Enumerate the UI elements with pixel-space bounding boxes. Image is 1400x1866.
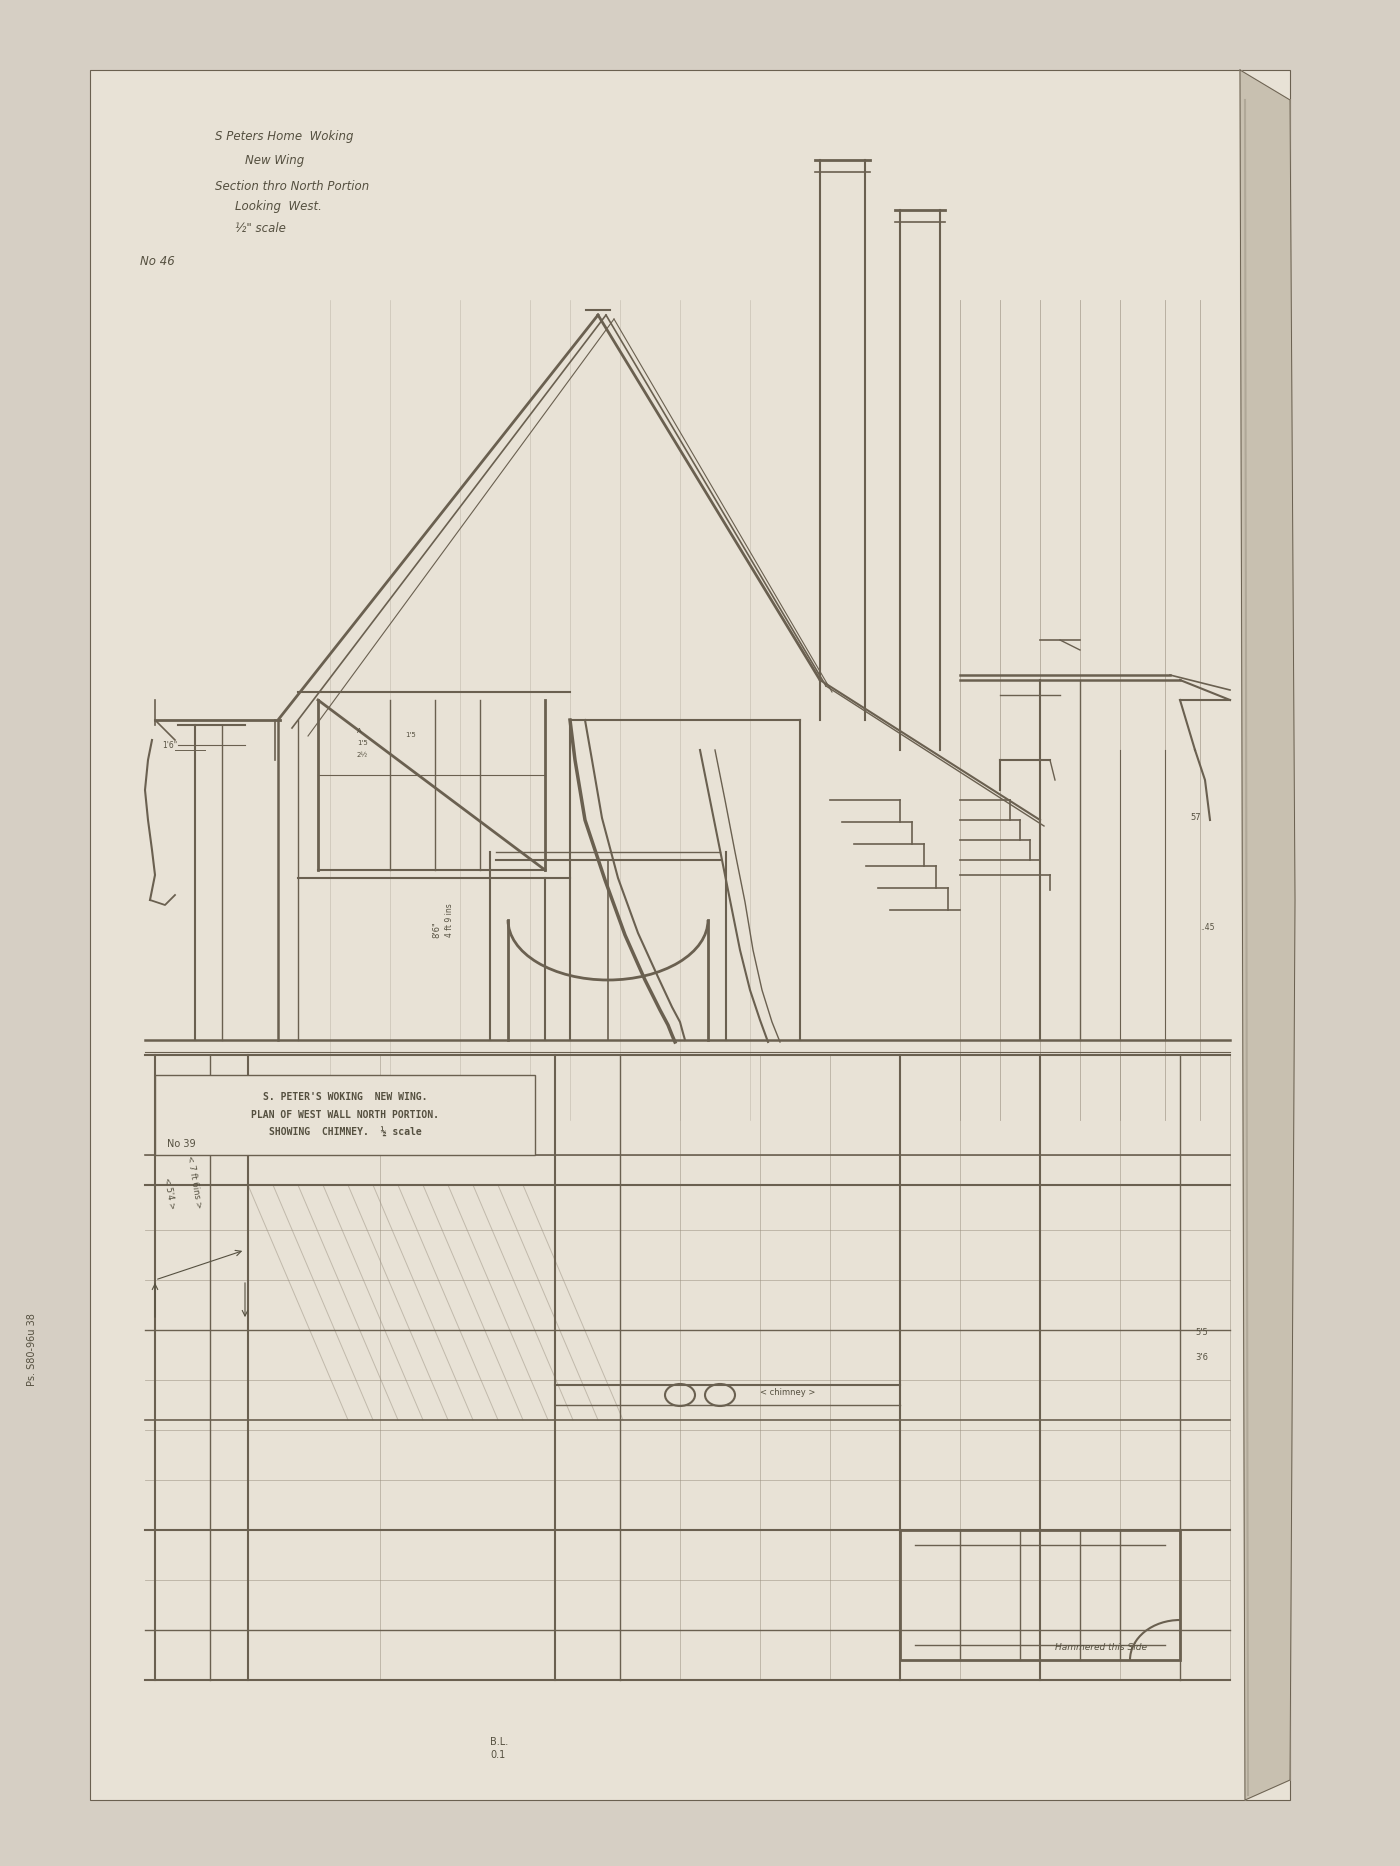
Bar [900,1530,1180,1661]
Text: 1'5: 1'5 [405,731,416,737]
Text: Hammered this Side: Hammered this Side [1056,1642,1147,1651]
Bar [155,1075,535,1155]
Text: 4 ft 9 ins: 4 ft 9 ins [445,903,454,937]
Text: ½" scale: ½" scale [235,222,286,235]
Text: No 46: No 46 [140,256,175,269]
Text: No 39: No 39 [167,1138,196,1149]
Text: 57: 57 [1190,814,1201,823]
Text: 8'6": 8'6" [433,922,441,939]
Text: SHOWING  CHIMNEY.  ½ scale: SHOWING CHIMNEY. ½ scale [269,1129,421,1138]
Text: A: A [357,728,361,733]
Bar [90,71,1289,1801]
Polygon shape [1240,71,1295,1801]
Text: ..45: ..45 [1200,924,1215,931]
Text: Looking  West.: Looking West. [235,200,322,213]
Text: B.L.: B.L. [490,1737,508,1747]
Text: S Peters Home  Woking: S Peters Home Woking [216,131,353,144]
Text: New Wing: New Wing [245,155,304,166]
Text: < 7 ft 6ins >: < 7 ft 6ins > [185,1155,203,1209]
Text: 2½: 2½ [357,752,368,758]
Text: 3'6: 3'6 [1196,1353,1208,1362]
Text: < chimney >: < chimney > [760,1388,815,1398]
Text: < 5'4 >: < 5'4 > [162,1177,176,1209]
Text: S. PETER'S WOKING  NEW WING.: S. PETER'S WOKING NEW WING. [263,1092,427,1103]
Text: 1'6": 1'6" [162,741,178,750]
Text: Section thro North Portion: Section thro North Portion [216,179,370,192]
Text: Ps. S80-96u 38: Ps. S80-96u 38 [27,1314,36,1386]
Text: PLAN OF WEST WALL NORTH PORTION.: PLAN OF WEST WALL NORTH PORTION. [251,1110,440,1120]
Text: 5'5: 5'5 [1196,1329,1208,1338]
Text: 0.1: 0.1 [490,1750,505,1760]
Text: 1'5: 1'5 [357,741,368,746]
